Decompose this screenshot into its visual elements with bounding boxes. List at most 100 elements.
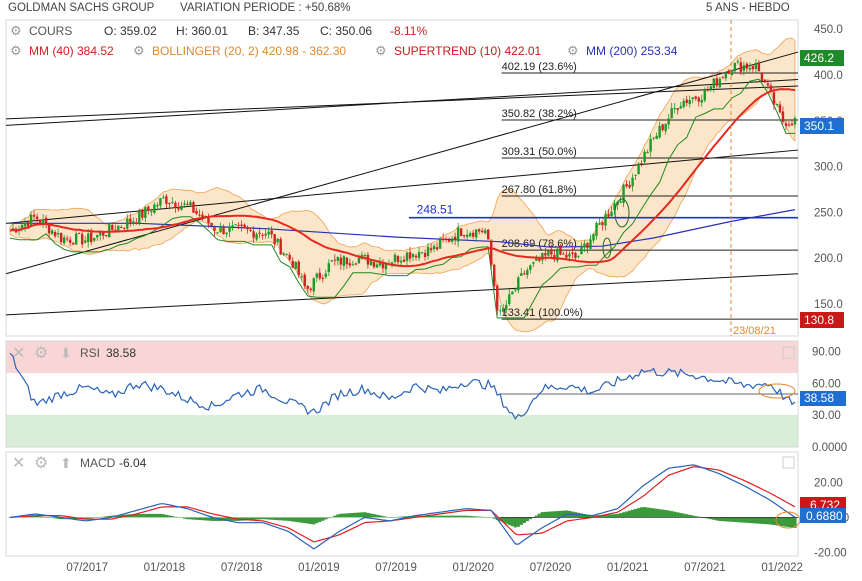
- y-tick-label: 400.0: [814, 70, 843, 82]
- macd-bar: [504, 517, 508, 524]
- candle: [264, 233, 267, 236]
- gear-icon[interactable]: ⚙: [10, 23, 22, 38]
- gear-icon[interactable]: ⚙: [567, 43, 579, 58]
- candle: [357, 257, 361, 264]
- candle: [303, 274, 306, 287]
- macd-bar: [468, 515, 472, 518]
- candle: [616, 201, 619, 205]
- macd-bar: [778, 517, 782, 526]
- variation-periode: VARIATION PERIODE : +50.68%: [180, 2, 351, 14]
- gear-icon[interactable]: ⚙: [133, 43, 145, 58]
- candle: [59, 232, 63, 243]
- candle: [96, 234, 99, 238]
- candle: [733, 62, 737, 72]
- macd-bar: [41, 516, 45, 518]
- candle: [315, 273, 318, 278]
- rsi-badge-value: 38.58: [804, 391, 834, 405]
- gear-icon[interactable]: ⚙: [375, 43, 387, 58]
- rsi-label: RSI: [80, 346, 100, 360]
- close-icon[interactable]: ✕: [12, 455, 25, 472]
- candle: [29, 214, 33, 227]
- macd-bar: [71, 517, 75, 520]
- candle: [129, 218, 132, 223]
- macd-bar: [200, 517, 205, 521]
- macd-bar: [104, 516, 108, 518]
- close-icon[interactable]: ✕: [12, 345, 25, 362]
- candle: [138, 211, 141, 223]
- candle: [547, 250, 550, 256]
- candle: [186, 203, 189, 205]
- trend-line: [5, 51, 799, 275]
- macd-bar: [306, 517, 310, 524]
- candle: [77, 232, 81, 234]
- supertrend-legend: SUPERTREND (10) 422.01: [394, 44, 541, 58]
- rsi-badge: [800, 391, 846, 406]
- candle: [742, 65, 746, 71]
- candle: [381, 262, 385, 269]
- candle: [408, 252, 412, 259]
- rsi-highlight: [758, 383, 796, 399]
- rsi-overbought-zone: [6, 341, 798, 373]
- macd-bar: [86, 517, 90, 519]
- macd-line: [9, 464, 796, 550]
- candle: [93, 237, 96, 241]
- macd-bar: [429, 515, 433, 518]
- macd-bar: [357, 512, 361, 518]
- candle: [363, 255, 367, 257]
- macd-bar: [318, 517, 322, 522]
- arrow-down-icon[interactable]: ⬇: [60, 345, 72, 361]
- gear-icon[interactable]: ⚙: [10, 43, 22, 58]
- macd-bar: [561, 510, 566, 518]
- candle: [592, 234, 595, 241]
- fib-label: 267.80 (61.8%): [502, 184, 577, 196]
- maximize-icon[interactable]: [782, 456, 795, 469]
- macd-bar: [664, 510, 668, 518]
- macd-bar: [279, 517, 283, 521]
- candle: [487, 229, 490, 240]
- macd-bar: [667, 510, 671, 518]
- macd-bar: [766, 517, 770, 525]
- y-tick-label: 250.0: [814, 207, 843, 219]
- x-tick-label: 01/2020: [452, 562, 494, 574]
- macd-bar: [507, 517, 511, 525]
- macd-bar: [546, 511, 550, 518]
- maximize-icon[interactable]: [782, 346, 795, 359]
- candle: [751, 66, 755, 70]
- macd-bar: [543, 511, 547, 518]
- candle: [444, 239, 448, 241]
- candle: [760, 72, 764, 82]
- macd-bar: [709, 517, 713, 520]
- macd-bar: [775, 517, 779, 526]
- macd-bar: [119, 514, 123, 518]
- macd-bar: [327, 517, 331, 519]
- candle: [571, 252, 574, 254]
- gear-icon[interactable]: ⚙: [34, 455, 48, 472]
- period-label: 5 ANS - HEBDO: [706, 2, 790, 14]
- macd-bar: [312, 517, 316, 525]
- macd-bar: [489, 517, 493, 518]
- macd-bar: [291, 517, 295, 522]
- macd-bar: [516, 517, 520, 527]
- macd-bar: [646, 507, 650, 518]
- candle: [348, 263, 352, 266]
- trend-line: [5, 273, 799, 316]
- arrow-up-icon[interactable]: ⬆: [60, 455, 72, 471]
- macd-bar: [342, 513, 346, 518]
- macd-bar: [492, 517, 496, 519]
- candle: [65, 238, 69, 240]
- macd-bar: [47, 517, 51, 518]
- badge-last: 350.1: [800, 118, 844, 134]
- candle: [177, 207, 180, 210]
- macd-bar: [465, 515, 469, 518]
- support-label: 248.51: [417, 203, 454, 217]
- candle: [667, 118, 670, 125]
- candle: [595, 223, 598, 236]
- candle: [502, 308, 505, 312]
- macd-signal-line: [9, 466, 796, 543]
- macd-bar: [739, 517, 743, 523]
- gear-icon[interactable]: ⚙: [34, 345, 48, 362]
- macd-bar: [158, 513, 162, 518]
- macd-bar: [215, 517, 220, 521]
- candle: [201, 214, 204, 219]
